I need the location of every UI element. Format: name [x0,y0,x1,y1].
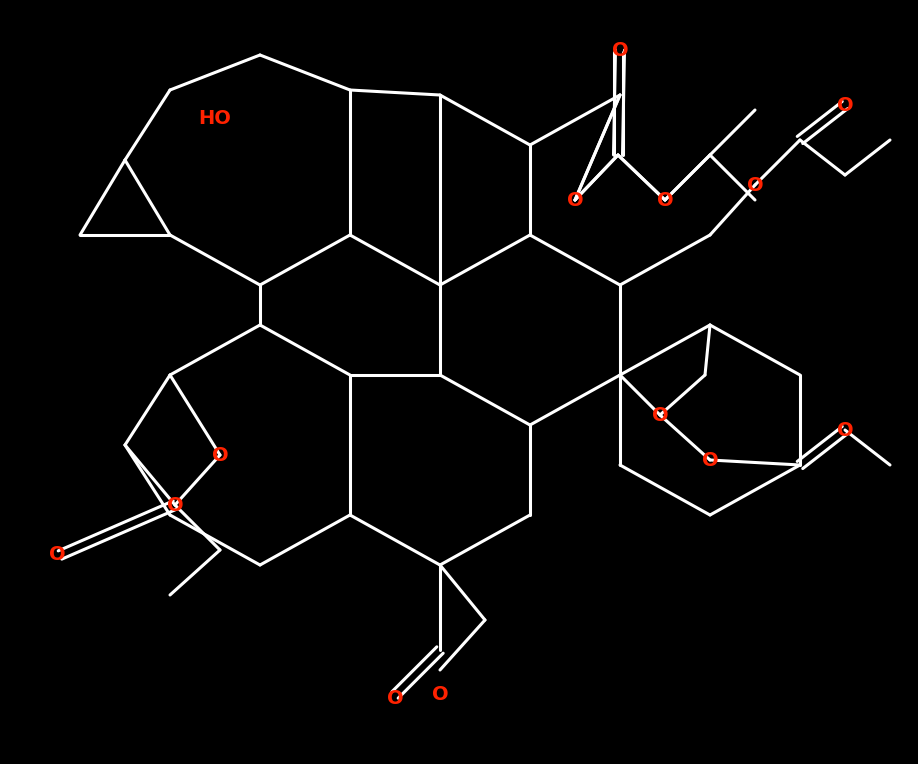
Text: O: O [212,445,229,465]
Text: O: O [656,190,673,209]
Text: O: O [386,688,403,707]
Text: O: O [566,190,583,209]
Text: O: O [431,685,448,704]
Text: O: O [836,420,854,439]
Text: O: O [611,40,628,60]
Text: O: O [836,96,854,115]
Text: O: O [746,176,763,195]
Text: O: O [701,451,718,470]
Text: O: O [652,406,668,425]
Text: HO: HO [198,108,230,128]
Text: O: O [167,496,184,514]
Text: O: O [49,545,65,565]
